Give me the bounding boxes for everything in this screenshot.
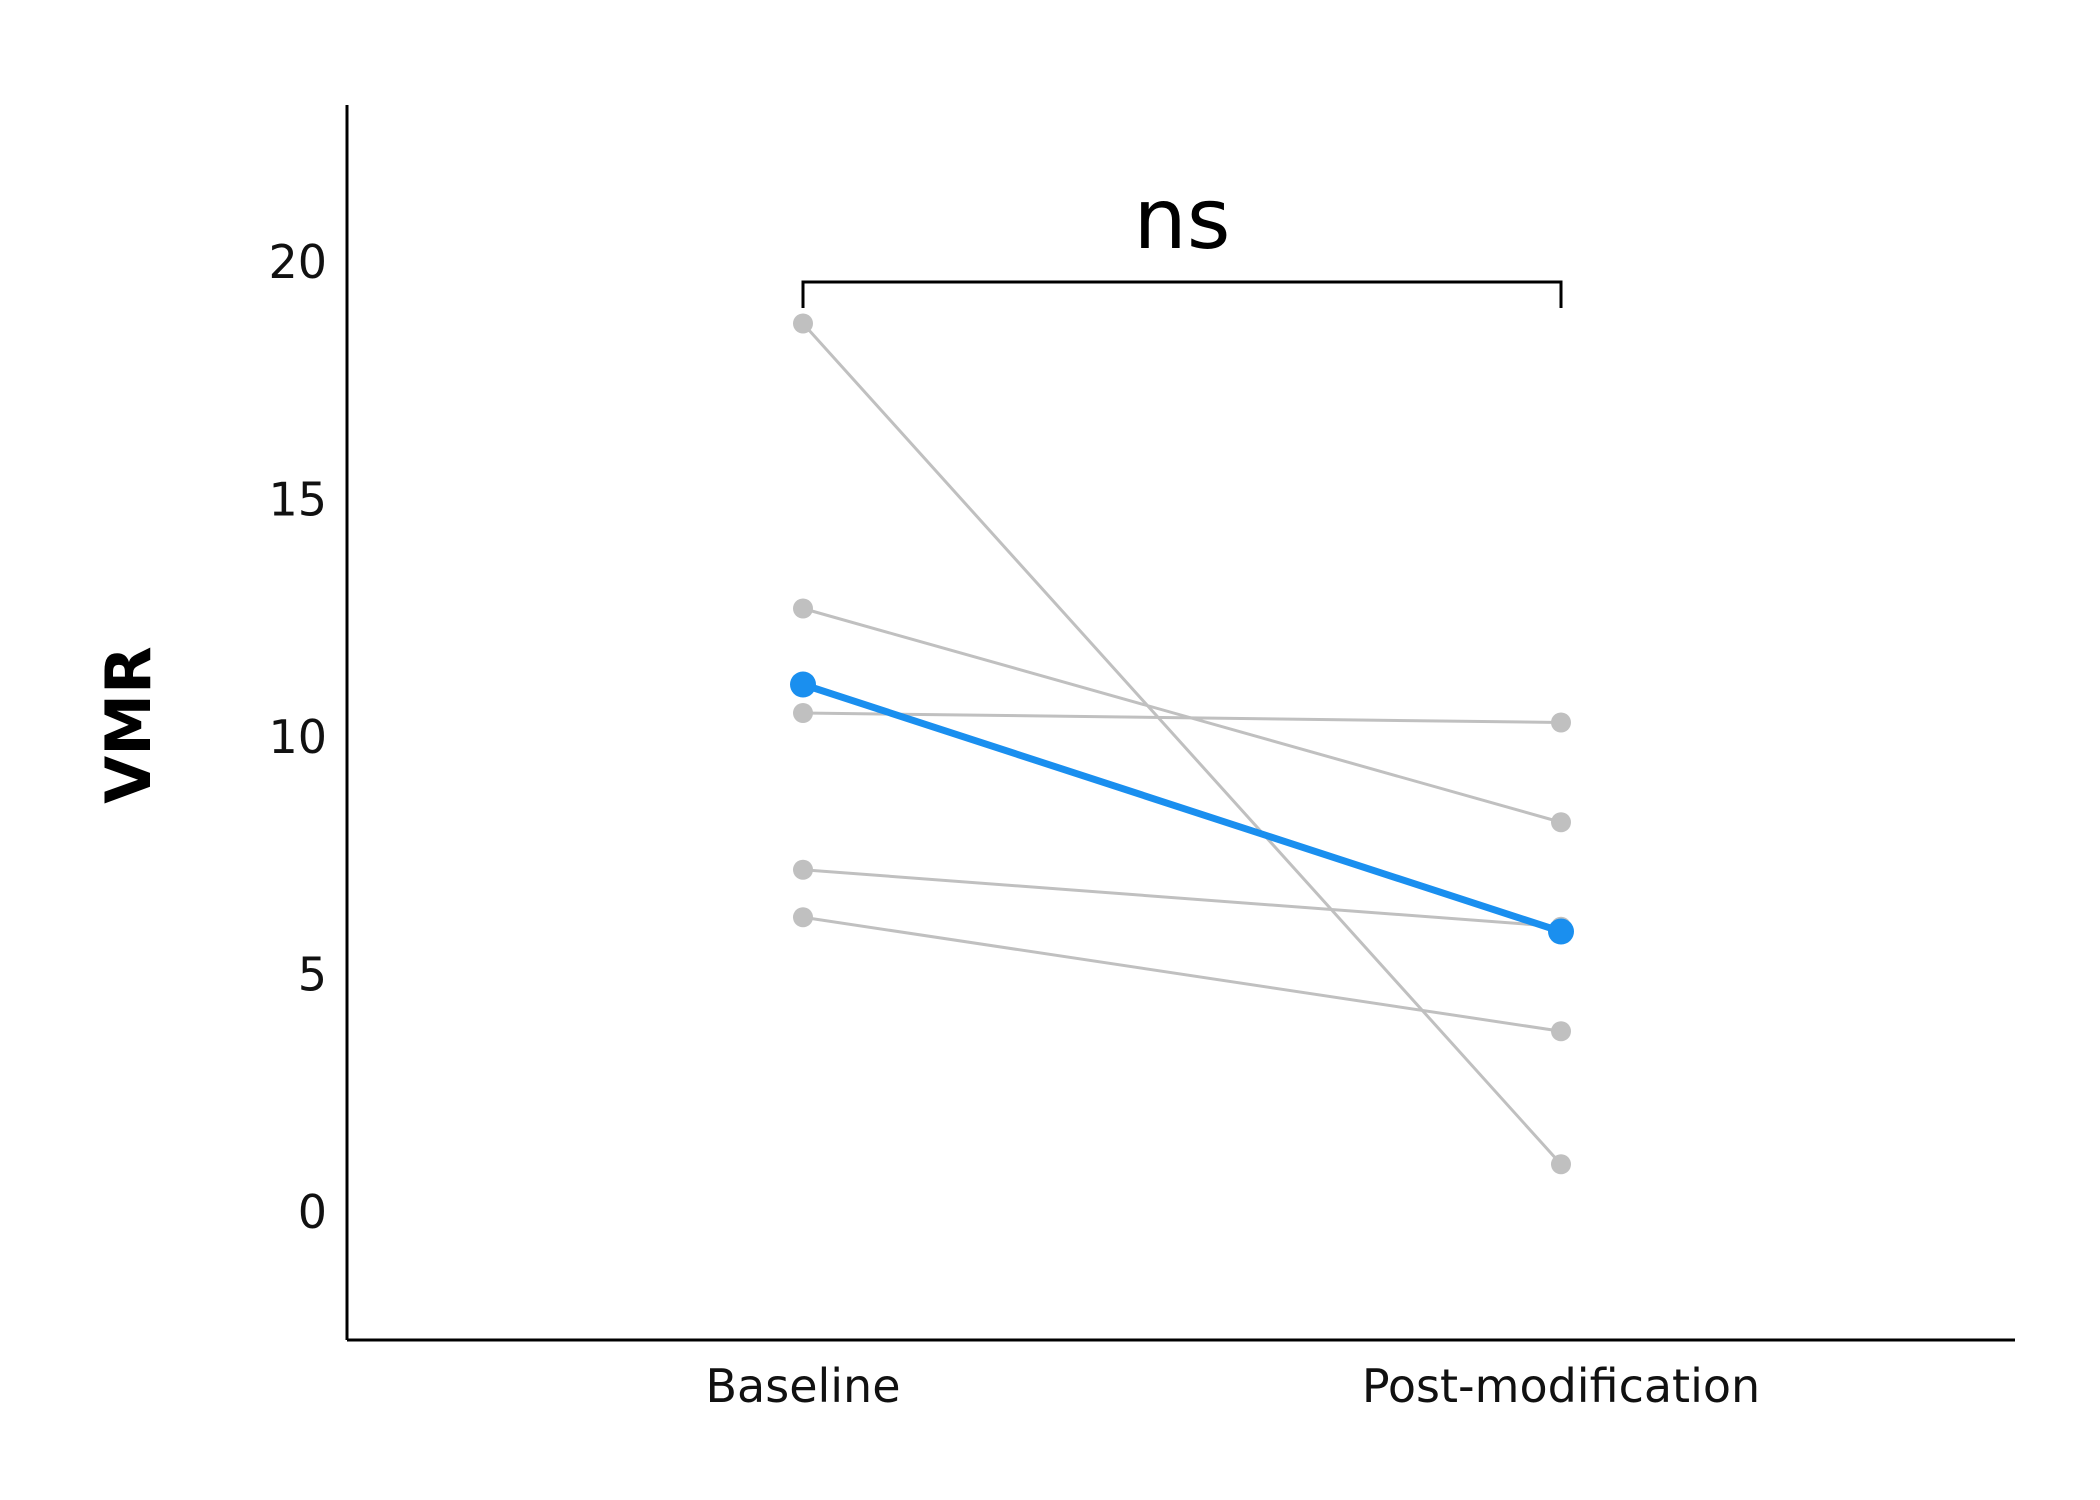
series-line — [801, 915, 1563, 1033]
y-tick-label: 0 — [298, 1185, 327, 1239]
series-lines — [793, 313, 1571, 1175]
y-tick-label: 20 — [268, 235, 327, 289]
highlight-series-line — [799, 681, 1565, 935]
highlight-data-point — [1548, 918, 1574, 945]
data-point — [793, 598, 813, 619]
series-line — [801, 868, 1563, 929]
x-tick-labels: Baseline Post-modification — [705, 1359, 1760, 1413]
data-point — [793, 907, 813, 928]
data-point — [1551, 1021, 1571, 1042]
bracket-line — [801, 280, 1563, 308]
data-point — [1551, 712, 1571, 733]
significance-label: ns — [1133, 170, 1230, 268]
data-point — [793, 313, 813, 334]
highlight-data-point — [790, 671, 816, 698]
x-tick-label: Post-modification — [1362, 1359, 1760, 1413]
x-tick-label: Baseline — [705, 1359, 900, 1413]
data-point — [1551, 1154, 1571, 1175]
y-tick-label: 5 — [298, 947, 327, 1001]
y-tick-label: 10 — [268, 710, 327, 764]
highlight-series — [790, 671, 1574, 945]
y-axis-label: VMR — [92, 646, 165, 803]
data-point — [793, 859, 813, 880]
series-line — [801, 607, 1563, 824]
y-tick-label: 15 — [268, 472, 327, 526]
y-tick-labels: 0 5 10 15 20 — [268, 235, 327, 1239]
data-point — [1551, 812, 1571, 833]
series-line — [801, 711, 1563, 724]
series-line — [801, 322, 1563, 1166]
significance-bracket: ns — [801, 170, 1563, 308]
data-point — [793, 703, 813, 723]
